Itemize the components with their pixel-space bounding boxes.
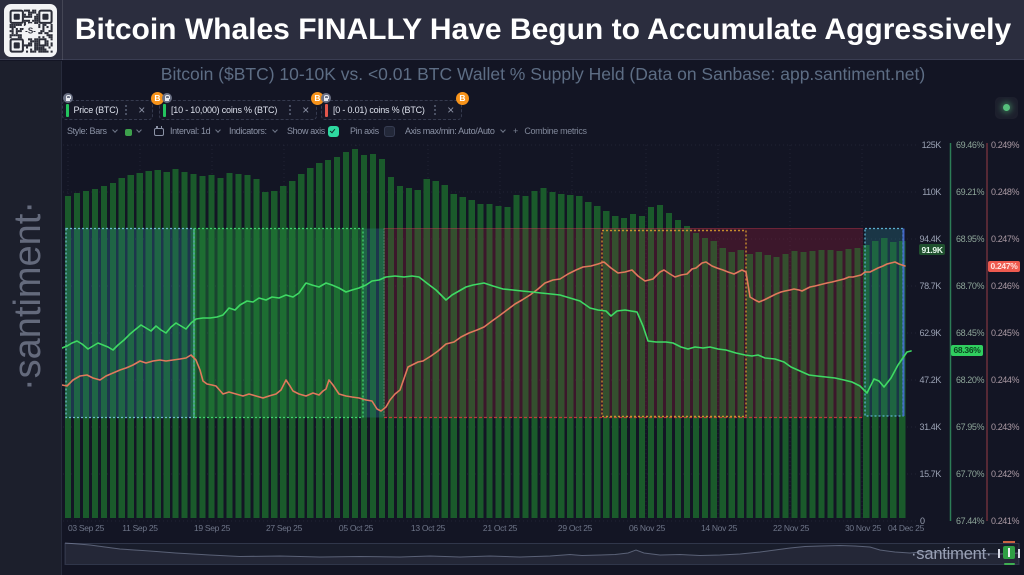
svg-text:-S-: -S-	[25, 27, 36, 36]
